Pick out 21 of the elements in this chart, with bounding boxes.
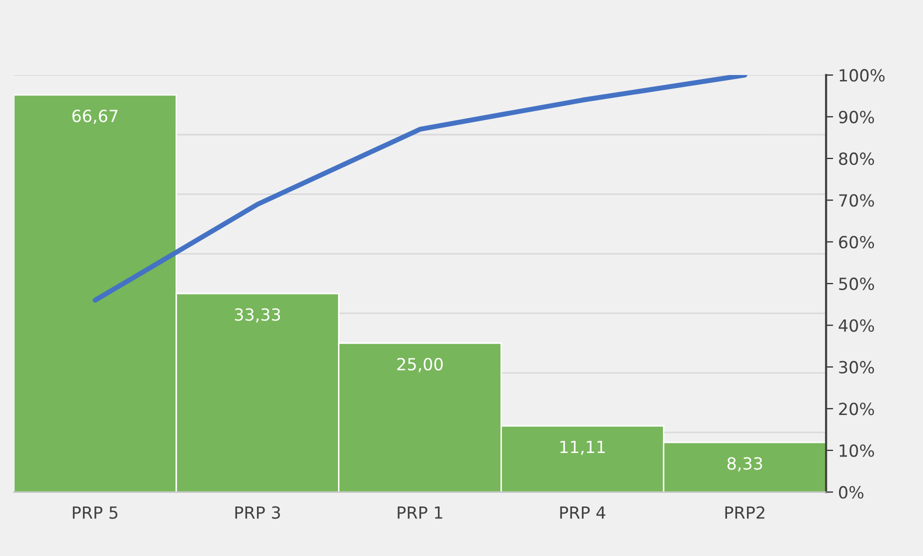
data-label: 33,33 <box>234 308 280 323</box>
x-tick-label: PRP 5 <box>72 506 118 519</box>
y2-tick-label: 0% <box>838 486 864 499</box>
y2-tick-label: 100% <box>840 69 885 82</box>
data-label: 8,33 <box>727 457 762 472</box>
x-tick-label: PRP2 <box>725 506 764 519</box>
y2-tick-label: 80% <box>839 152 874 166</box>
y2-tick-label: 30% <box>839 360 874 374</box>
x-tick-label: PRP 4 <box>560 506 606 519</box>
y2-tick-label: 70% <box>839 194 874 207</box>
y2-tick-label: 20% <box>839 402 874 416</box>
y2-tick-label: 10% <box>840 444 874 457</box>
x-tick-label: PRP 1 <box>398 506 442 519</box>
y2-tick-label: 40% <box>838 319 874 332</box>
y2-tick-label: 60% <box>839 236 874 248</box>
data-label: 11,11 <box>560 440 605 455</box>
y2-tick-label: 50% <box>839 278 874 290</box>
x-tick-label: PRP 3 <box>235 506 280 519</box>
y2-tick-label: 90% <box>838 110 874 124</box>
data-label: 66,67 <box>72 110 118 124</box>
data-label: 25,00 <box>397 358 443 372</box>
